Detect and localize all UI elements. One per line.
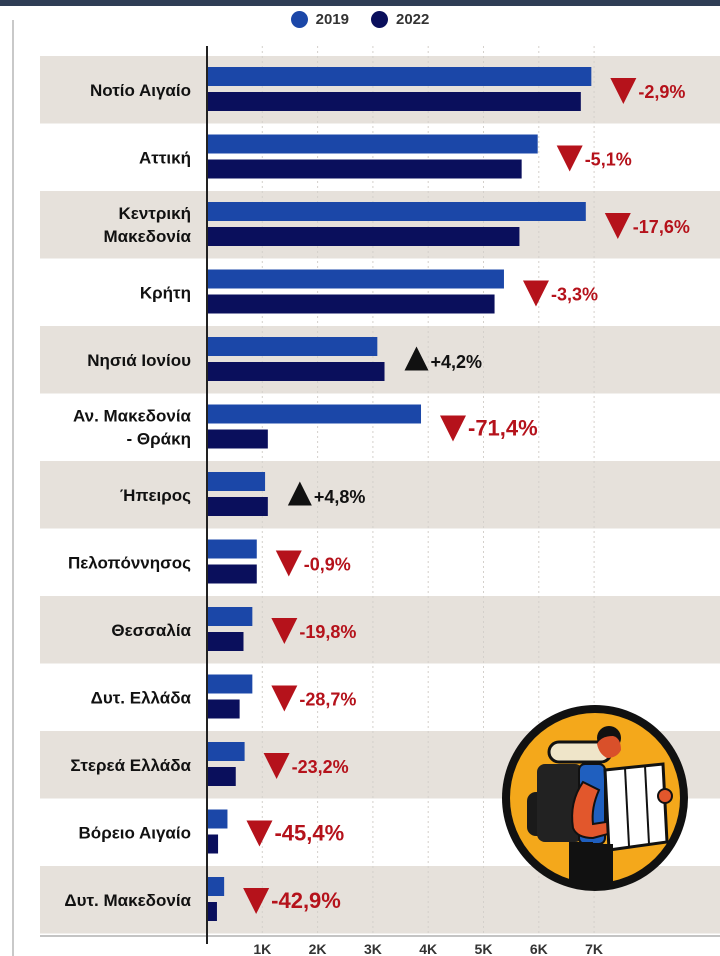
change-label: -5,1%: [585, 149, 632, 169]
bar-2022: [207, 294, 495, 314]
bar-2019: [207, 472, 266, 491]
change-label: -28,7%: [299, 689, 356, 709]
category-label: Θεσσαλία: [111, 621, 191, 640]
bar-2019: [207, 877, 225, 896]
change-label: -0,9%: [304, 554, 351, 574]
category-label: Πελοπόννησος: [68, 553, 191, 572]
change-label: -71,4%: [468, 415, 538, 440]
category-label: Αν. Μακεδονία - Θράκη: [73, 406, 192, 448]
increase-triangle: [404, 346, 429, 371]
row-band: [40, 461, 720, 529]
bar-2019: [207, 607, 253, 626]
bar-2019: [207, 67, 592, 86]
legend-item-2019: 2019: [290, 10, 349, 28]
category-label: Νοτίο Αιγαίο: [90, 81, 191, 100]
bar-2022: [207, 564, 257, 584]
change-label: +4,8%: [314, 487, 366, 507]
category-label: Κεντρική Μακεδονία: [104, 204, 192, 246]
bar-2022: [207, 429, 268, 449]
bar-2019: [207, 674, 253, 694]
category-label: Στερεά Ελλάδα: [70, 756, 191, 775]
legend-label-2019: 2019: [315, 10, 349, 28]
change-label: -2,9%: [638, 82, 685, 102]
top-bar: [0, 0, 720, 6]
row-band: [40, 596, 720, 664]
bar-2019: [207, 134, 538, 154]
change-label: -45,4%: [274, 820, 344, 845]
category-label: Βόρειο Αιγαίο: [79, 823, 191, 842]
decrease-triangle: [556, 145, 583, 172]
x-tick-label: 7K: [585, 941, 603, 956]
decrease-triangle: [610, 78, 637, 105]
bar-2019: [207, 337, 378, 356]
bar-2022: [207, 159, 522, 179]
bar-2019: [207, 404, 422, 424]
bar-2022: [207, 632, 244, 651]
x-tick-label: 5K: [475, 941, 493, 956]
bar-2022: [207, 834, 219, 854]
bar-2019: [207, 202, 586, 221]
legend: 2019 2022: [0, 8, 720, 30]
category-label: Δυτ. Μακεδονία: [64, 891, 191, 910]
x-tick-label: 4K: [419, 941, 437, 956]
decrease-triangle: [246, 820, 273, 847]
decrease-triangle: [263, 753, 290, 780]
x-tick-label: 6K: [530, 941, 548, 956]
left-rule: [12, 20, 14, 956]
decrease-triangle: [604, 213, 631, 240]
decrease-triangle: [522, 280, 549, 307]
bar-2019: [207, 539, 257, 559]
bar-2022: [207, 902, 217, 921]
bar-2019: [207, 742, 245, 761]
change-label: -17,6%: [633, 217, 690, 237]
x-tick-label: 1K: [253, 941, 271, 956]
change-label: +4,2%: [431, 352, 483, 372]
bar-2022: [207, 699, 240, 719]
bar-2019: [207, 269, 504, 289]
category-label: Ήπειρος: [120, 486, 191, 505]
change-label: -3,3%: [551, 284, 598, 304]
bar-2022: [207, 497, 268, 516]
x-tick-label: 2K: [309, 941, 327, 956]
legend-swatch-2022: [371, 10, 388, 28]
change-label: -19,8%: [299, 622, 356, 642]
decrease-triangle: [271, 618, 298, 645]
decrease-triangle: [440, 415, 467, 442]
bar-2022: [207, 92, 581, 111]
row-band: [40, 326, 720, 394]
bar-2022: [207, 227, 520, 246]
legend-swatch-2019: [290, 10, 308, 28]
bar-2019: [207, 809, 228, 829]
change-label: -42,9%: [271, 888, 341, 913]
bar-2022: [207, 767, 236, 786]
category-label: Νησιά Ιονίου: [87, 351, 191, 370]
legend-label-2022: 2022: [396, 10, 430, 28]
decrease-triangle: [271, 685, 298, 712]
legend-item-2022: 2022: [371, 10, 430, 28]
bar-2022: [207, 362, 385, 381]
category-label: Δυτ. Ελλάδα: [91, 688, 192, 707]
category-label: Κρήτη: [140, 283, 191, 302]
hiker-logo: [502, 705, 688, 891]
decrease-triangle: [243, 888, 270, 915]
decrease-triangle: [275, 550, 302, 577]
x-tick-label: 3K: [364, 941, 382, 956]
increase-triangle: [287, 481, 312, 506]
category-label: Αττική: [139, 148, 191, 167]
change-label: -23,2%: [292, 757, 349, 777]
